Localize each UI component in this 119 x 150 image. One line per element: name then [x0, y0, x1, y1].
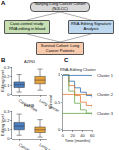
svg-text:0: 0: [7, 136, 10, 141]
svg-text:Cancer-free: Cancer-free: [18, 98, 39, 113]
svg-text:0.2: 0.2: [4, 118, 10, 123]
svg-text:0.5: 0.5: [55, 100, 61, 105]
svg-text:FLNB: FLNB: [24, 103, 35, 108]
svg-text:Editing level: Editing level: [0, 114, 5, 136]
svg-text:Survival: Survival: [48, 95, 53, 109]
html-text:A: A: [1, 0, 6, 6]
html-text:Survival Cohort: Lung Cancer P: Survival Cohort: Lung Cancer Patients: [40, 42, 80, 53]
svg-text:0: 0: [62, 133, 65, 138]
svg-text:Cancer-free: Cancer-free: [18, 142, 39, 150]
svg-text:0: 0: [58, 127, 61, 132]
html-text:B: B: [1, 57, 6, 63]
svg-text:0.1: 0.1: [4, 83, 10, 88]
svg-text:AZIN1: AZIN1: [24, 59, 36, 64]
svg-text:Lung cancer: Lung cancer: [39, 98, 61, 114]
svg-text:0.2: 0.2: [4, 74, 10, 79]
svg-text:40: 40: [80, 133, 85, 138]
svg-text:RNA-Editing Cluster: RNA-Editing Cluster: [60, 67, 96, 72]
html-text:C: C: [64, 57, 69, 63]
svg-text:Time (months): Time (months): [65, 138, 91, 143]
svg-text:20: 20: [70, 133, 75, 138]
svg-text:0.1: 0.1: [4, 127, 10, 132]
html-text:RNA-Editing Signature Analysis: RNA-Editing Signature Analysis: [70, 21, 112, 31]
html-text:Case-control study: RNA editin: Case-control study: RNA editing in blood: [8, 21, 46, 31]
svg-text:1: 1: [58, 72, 61, 77]
svg-text:Editing level: Editing level: [0, 70, 5, 92]
svg-text:0.3: 0.3: [4, 109, 10, 114]
svg-text:Cluster 1: Cluster 1: [97, 73, 114, 78]
svg-text:60: 60: [90, 133, 95, 138]
svg-text:Lung cancer: Lung cancer: [39, 142, 61, 150]
svg-text:0: 0: [7, 92, 10, 97]
svg-text:Cluster 2: Cluster 2: [97, 92, 114, 97]
html-text:Nanjing Lung Cancer Cohort (NJ: Nanjing Lung Cancer Cohort (NJLCC): [34, 1, 86, 11]
svg-text:Cluster 3: Cluster 3: [97, 111, 114, 116]
svg-text:0.3: 0.3: [4, 65, 10, 70]
